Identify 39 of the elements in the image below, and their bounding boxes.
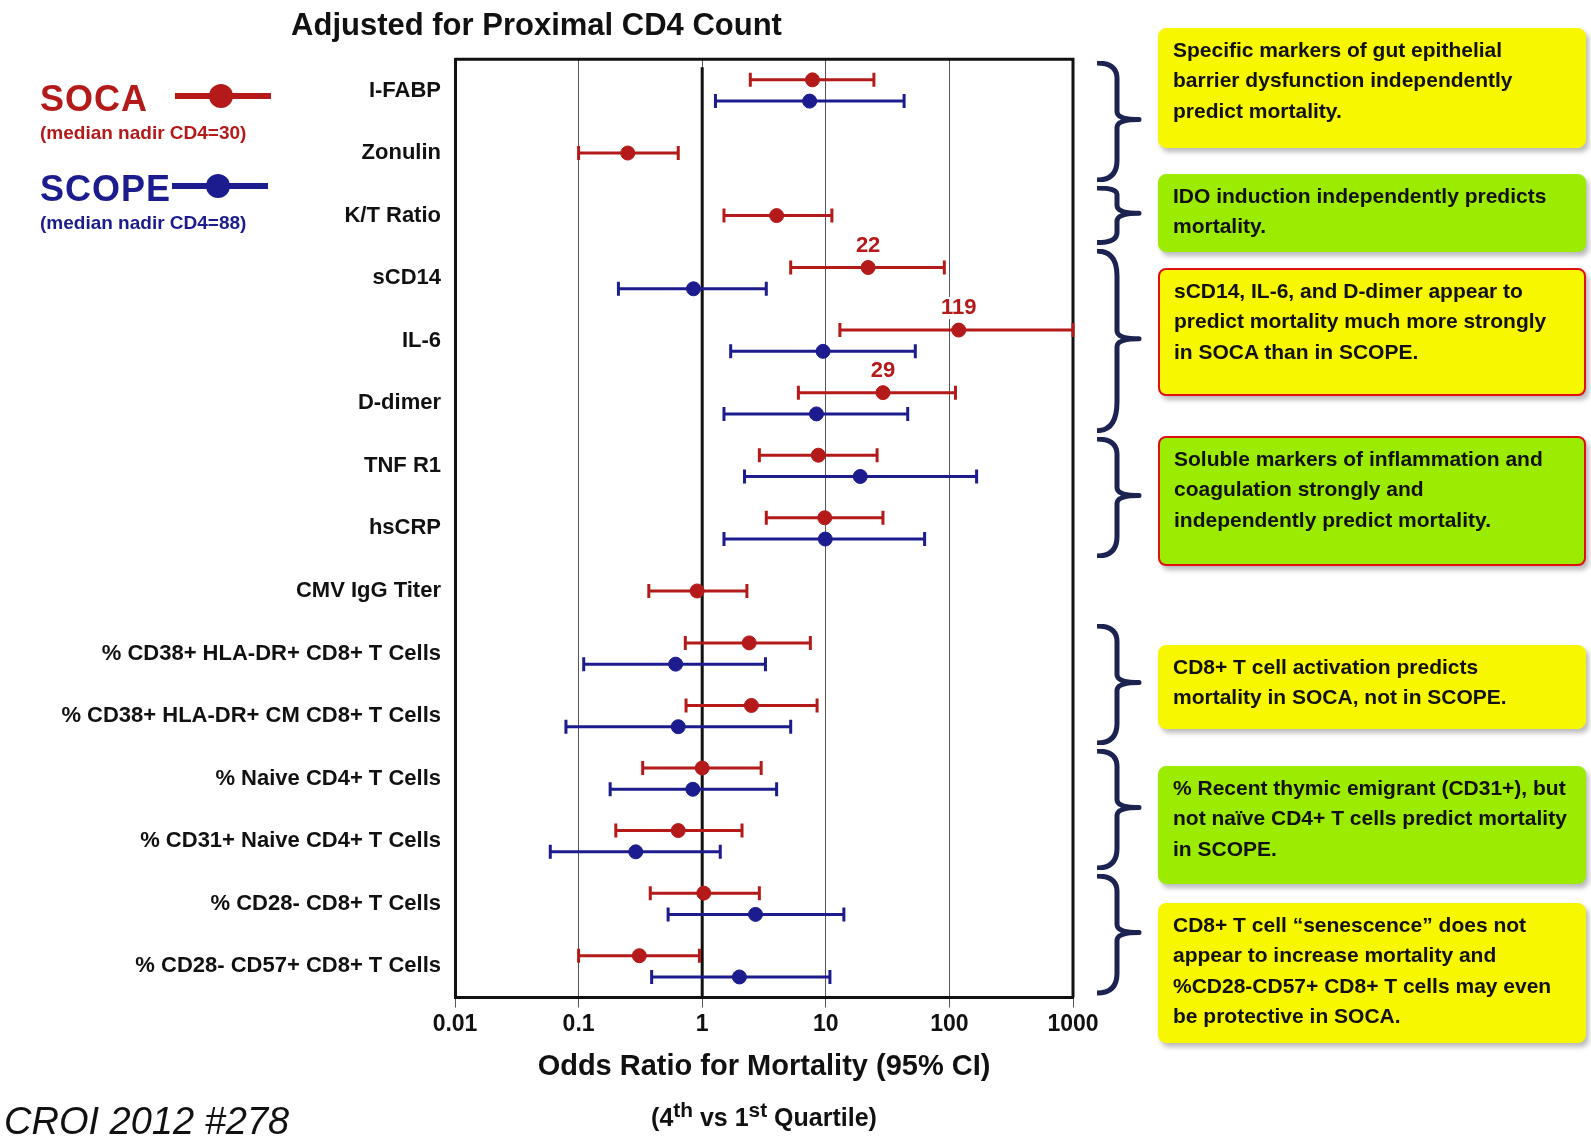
legend-label: SCOPE [40, 168, 172, 210]
y-tick-label: TNF R1 [364, 451, 441, 477]
y-tick-label: I-FABP [368, 76, 441, 102]
legend-label: SOCA [40, 78, 149, 120]
y-tick-label: % Naive CD4+ T Cells [215, 764, 441, 790]
text: % Recent thymic emigrant (CD31+), but not naïve CD4+ T cells predict mortality in SCOPE. [1158, 766, 1586, 884]
y-tick-label: CMV IgG Titer [295, 577, 442, 603]
data-label: 119 [940, 294, 977, 320]
y-tick-label: % CD38+ HLA-DR+ CD8+ T Cells [101, 639, 441, 665]
x-tick-label: 1000 [1047, 1009, 1099, 1036]
x-tick-label: 0.1 [562, 1009, 595, 1036]
data-label: 22 [855, 231, 881, 257]
y-tick-label: K/T Ratio [344, 201, 441, 227]
x-tick-label: 1 [695, 1009, 709, 1036]
text: (median nadir CD4=30) [40, 122, 247, 144]
y-tick-label: IL-6 [401, 326, 441, 352]
y-tick-label: % CD28- CD57+ CD8+ T Cells [135, 952, 441, 978]
text: Specific markers of gut epithelial barrier dysfunction independently predict mortality. [1158, 28, 1586, 148]
y-tick-label: Zonulin [361, 139, 441, 165]
x-tick-label: 100 [930, 1009, 969, 1036]
y-tick-label: % CD28- CD8+ T Cells [210, 889, 441, 915]
chart-title: Adjusted for Proximal CD4 Count [291, 7, 782, 43]
y-tick-label: D-dimer [357, 389, 442, 415]
x-tick-label: 10 [813, 1009, 839, 1036]
x-tick-label: 0.01 [432, 1009, 478, 1036]
text: CD8+ T cell “senescence” does not appear to increase mortality and %CD28-CD57+ CD8+ T cells may even be protective in SOCA. [1158, 903, 1586, 1043]
x-axis-title: Odds Ratio for Mortality (95% CI) [537, 1048, 991, 1081]
y-tick-label: sCD14 [372, 264, 442, 290]
text: Soluble markers of inflammation and coagulation strongly and independently predict mortality. [1158, 436, 1586, 566]
text: CROI 2012 #278 [4, 1100, 290, 1143]
text: IDO induction independently predicts mortality. [1158, 174, 1586, 252]
text: (median nadir CD4=88) [40, 212, 247, 234]
y-tick-label: % CD31+ Naive CD4+ T Cells [140, 827, 441, 853]
y-tick-label: % CD38+ HLA-DR+ CM CD8+ T Cells [61, 702, 441, 728]
text: CD8+ T cell activation predicts mortality in SOCA, not in SCOPE. [1158, 645, 1586, 729]
text: sCD14, IL-6, and D-dimer appear to predict mortality much more strongly in SOCA than in SCOPE. [1158, 268, 1586, 396]
y-tick-label: hsCRP [368, 514, 441, 540]
data-label: 29 [870, 356, 896, 382]
text: (4$^{th}$ vs 1$^{st}$ Quartile) [650, 1098, 878, 1133]
